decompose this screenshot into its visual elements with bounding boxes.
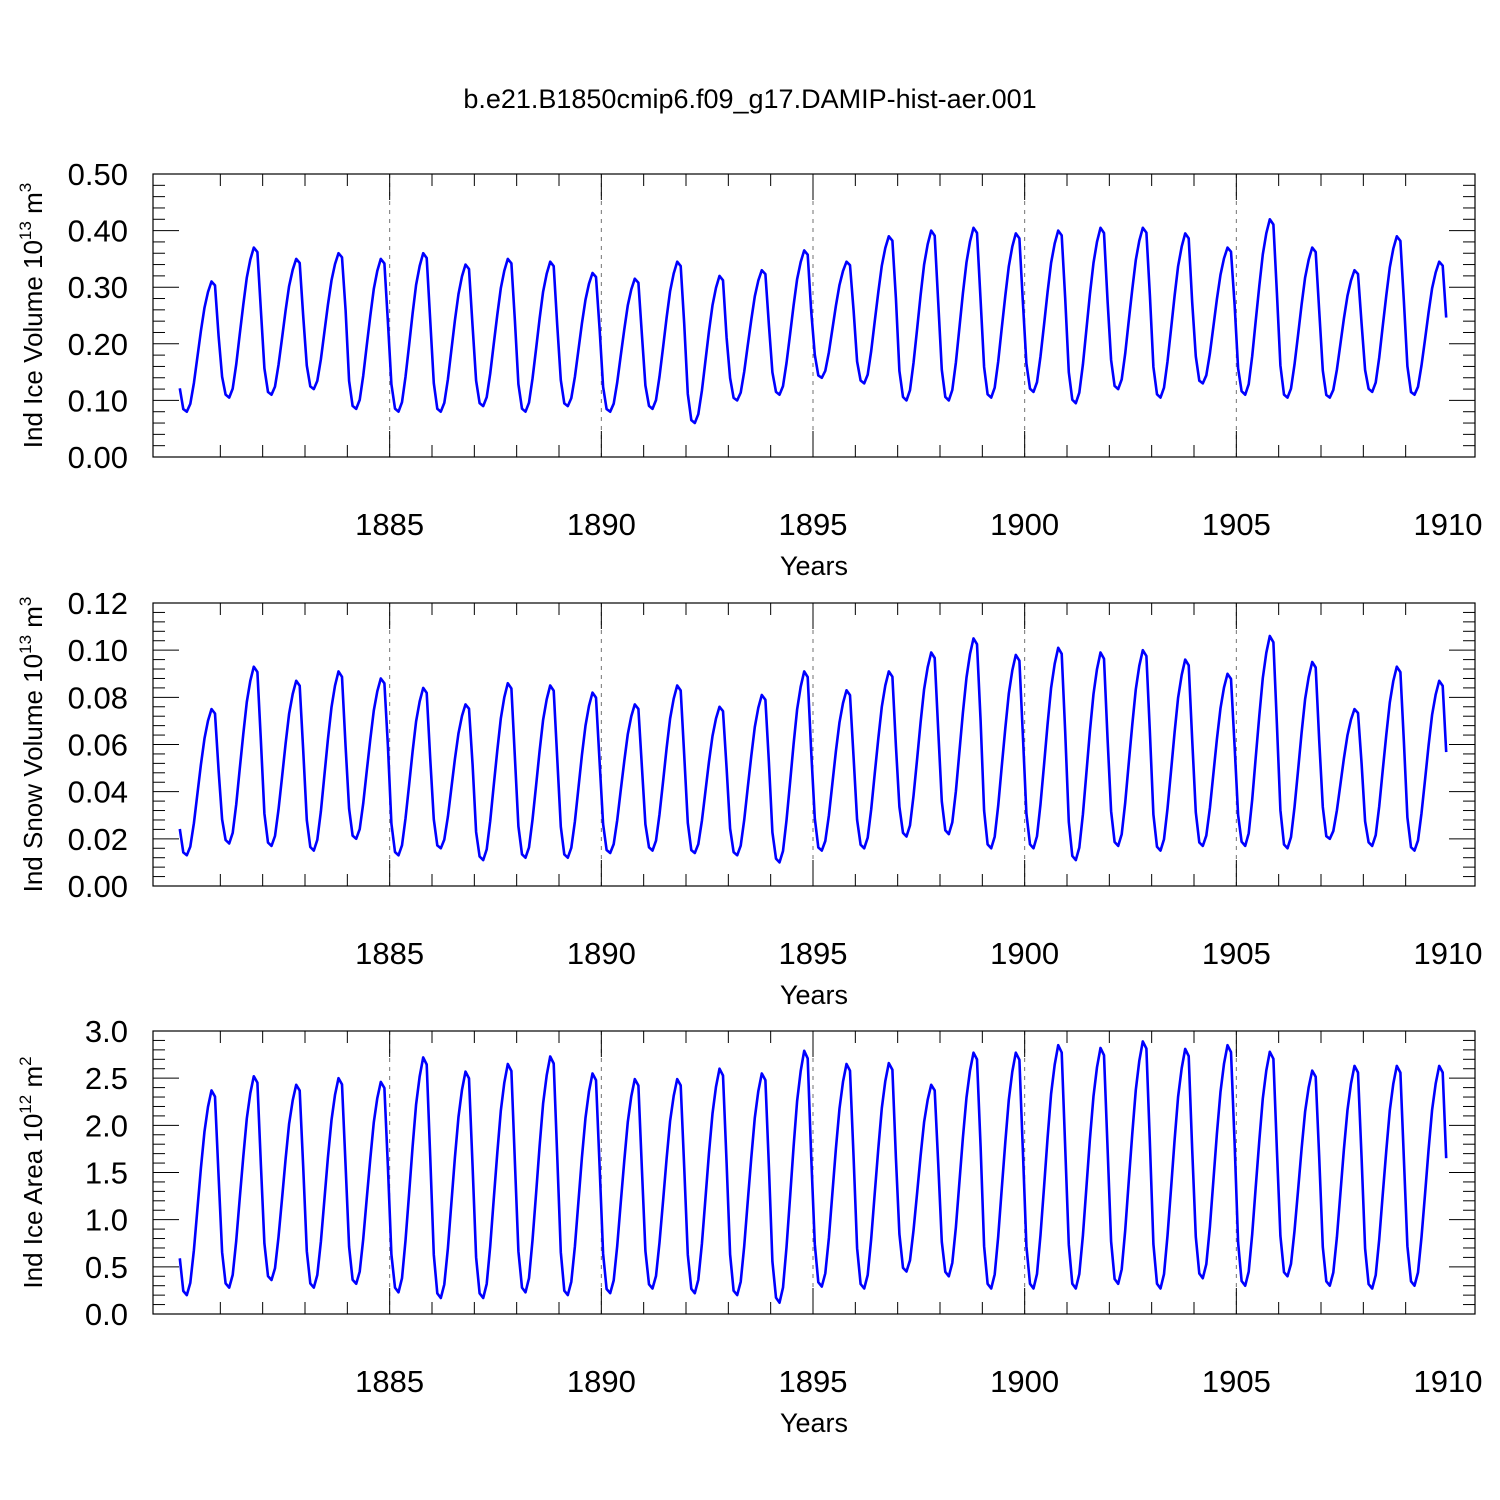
x-tick-label: 1910: [1414, 507, 1483, 542]
y-axis-label: Ind Snow Volume 1013 m3: [16, 597, 48, 893]
y-tick-label: 0.5: [85, 1250, 128, 1285]
series-line: [178, 1040, 1448, 1304]
x-tick-label: 1885: [355, 1364, 424, 1399]
x-tick-label: 1885: [355, 936, 424, 971]
x-tick-label: 1905: [1202, 507, 1271, 542]
x-axis-label: Years: [780, 980, 848, 1010]
y-tick-label: 1.5: [85, 1156, 128, 1191]
y-tick-label: 0.12: [68, 586, 128, 621]
y-tick-label: 0.0: [85, 1297, 128, 1332]
chart-title: b.e21.B1850cmip6.f09_g17.DAMIP-hist-aer.…: [463, 84, 1037, 114]
y-tick-label: 0.02: [68, 822, 128, 857]
x-tick-label: 1900: [990, 1364, 1059, 1399]
x-tick-label: 1905: [1202, 936, 1271, 971]
x-axis-label: Years: [780, 1408, 848, 1438]
y-tick-label: 2.5: [85, 1061, 128, 1096]
x-tick-label: 1895: [779, 1364, 848, 1399]
y-tick-label: 3.0: [85, 1014, 128, 1049]
y-tick-label: 1.0: [85, 1203, 128, 1238]
x-tick-label: 1905: [1202, 1364, 1271, 1399]
x-tick-label: 1910: [1414, 936, 1483, 971]
plot-frame: [152, 173, 1476, 458]
y-tick-label: 0.00: [68, 440, 128, 475]
x-tick-label: 1900: [990, 936, 1059, 971]
series-line: [178, 218, 1448, 425]
y-axis-label: Ind Ice Area 1012 m2: [16, 1056, 48, 1288]
x-tick-label: 1900: [990, 507, 1059, 542]
y-axis-label: Ind Ice Volume 1013 m3: [16, 183, 48, 448]
x-tick-label: 1890: [567, 1364, 636, 1399]
y-tick-label: 0.50: [68, 157, 128, 192]
x-tick-label: 1895: [779, 507, 848, 542]
panel-3: 1885 1890 1895 1900 1905 1910 Years 0.0 0.5 1.0 1.…: [16, 1014, 1482, 1438]
x-axis-label: Years: [780, 551, 848, 581]
panel-2: 1885 1890 1895 1900 1905 1910 Years 0.00 0.02 0.0…: [16, 586, 1482, 1010]
x-tick-label: 1890: [567, 507, 636, 542]
x-tick-label: 1885: [355, 507, 424, 542]
y-tick-label: 0.04: [68, 775, 128, 810]
y-tick-label: 2.0: [85, 1108, 128, 1143]
x-tick-label: 1910: [1414, 1364, 1483, 1399]
y-tick-label: 0.40: [68, 214, 128, 249]
panel-1: 1885 1890 1895 1900 1905 1910 Years 0.00 0.10 0.2…: [16, 157, 1482, 581]
y-tick-label: 0.06: [68, 728, 128, 763]
y-tick-label: 0.20: [68, 327, 128, 362]
y-tick-label: 0.10: [68, 633, 128, 668]
y-tick-label: 0.08: [68, 680, 128, 715]
y-tick-label: 0.00: [68, 869, 128, 904]
y-tick-label: 0.30: [68, 270, 128, 305]
x-tick-label: 1895: [779, 936, 848, 971]
x-tick-label: 1890: [567, 936, 636, 971]
series-line: [178, 634, 1448, 864]
y-tick-label: 0.10: [68, 383, 128, 418]
